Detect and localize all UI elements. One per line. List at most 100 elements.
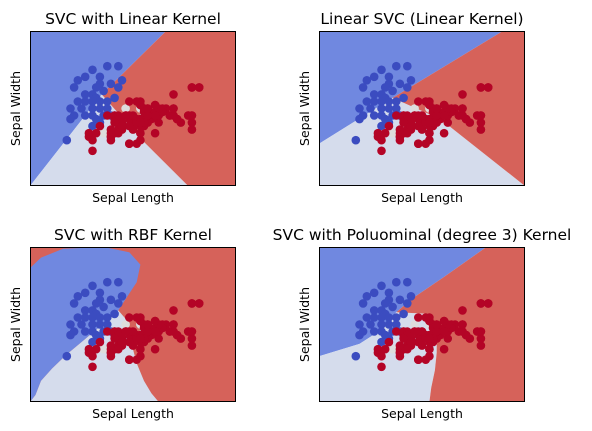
data-point-class-2 <box>399 334 408 343</box>
data-point-class-1 <box>99 128 108 138</box>
plot-area <box>319 31 525 186</box>
data-point-class-0 <box>369 72 379 82</box>
data-point-class-0 <box>369 90 379 99</box>
data-point-class-0 <box>355 114 364 124</box>
data-point-class-2 <box>476 111 486 120</box>
data-point-class-2 <box>128 341 138 350</box>
data-point-class-2 <box>150 344 160 354</box>
data-point-class-0 <box>369 313 379 322</box>
data-point-class-2 <box>432 320 442 329</box>
data-point-class-0 <box>88 313 97 322</box>
subplot-linear-svc: Linear SVC (Linear Kernel) Sepal Length … <box>297 10 525 205</box>
data-point-class-2 <box>143 327 152 336</box>
plot-area <box>30 247 236 402</box>
data-point-class-2 <box>476 341 486 350</box>
data-point-class-2 <box>417 125 427 134</box>
data-point-class-0 <box>351 135 361 145</box>
data-point-class-0 <box>66 330 75 340</box>
data-point-class-0 <box>80 111 90 120</box>
data-point-class-0 <box>358 83 368 92</box>
data-point-class-0 <box>384 97 394 106</box>
data-point-class-2 <box>114 344 123 354</box>
data-point-class-0 <box>406 76 416 85</box>
data-point-class-2 <box>169 306 178 315</box>
data-point-class-2 <box>121 111 130 120</box>
data-point-class-2 <box>125 313 134 322</box>
data-point-class-2 <box>476 125 486 134</box>
data-point-class-2 <box>399 118 408 127</box>
data-point-class-2 <box>150 316 160 326</box>
data-point-class-0 <box>95 313 105 322</box>
plot-frame <box>319 31 525 186</box>
data-point-class-0 <box>77 320 86 329</box>
data-point-class-0 <box>106 79 116 89</box>
data-point-class-2 <box>110 118 119 127</box>
data-point-class-2 <box>425 334 434 343</box>
data-point-class-0 <box>103 277 112 287</box>
data-point-class-0 <box>392 61 401 71</box>
data-point-class-2 <box>117 337 127 347</box>
data-point-class-2 <box>458 320 467 329</box>
data-point-class-2 <box>169 104 178 113</box>
data-point-class-2 <box>421 313 431 322</box>
data-point-class-0 <box>91 299 101 308</box>
data-point-class-2 <box>377 146 386 156</box>
plot-area <box>319 247 525 402</box>
data-point-class-2 <box>443 334 453 343</box>
data-point-class-0 <box>66 104 75 113</box>
data-point-class-2 <box>439 316 449 326</box>
data-point-class-2 <box>150 111 160 120</box>
data-point-class-2 <box>439 327 449 336</box>
subplot-rbf-kernel: SVC with RBF Kernel Sepal Length Sepal W… <box>8 226 236 421</box>
data-point-class-2 <box>125 355 134 365</box>
data-point-class-2 <box>377 362 386 372</box>
data-point-class-2 <box>187 118 197 127</box>
data-point-class-2 <box>439 100 449 110</box>
data-point-class-0 <box>366 320 375 329</box>
y-axis-label: Sepal Width <box>297 71 312 146</box>
data-point-class-0 <box>388 302 397 312</box>
x-axis-label: Sepal Length <box>92 406 174 421</box>
data-point-class-0 <box>392 320 401 329</box>
data-point-class-1 <box>99 344 108 354</box>
data-point-class-2 <box>414 97 423 106</box>
data-point-class-2 <box>136 351 145 361</box>
data-point-class-1 <box>410 104 419 113</box>
data-point-class-2 <box>132 313 141 322</box>
data-point-class-0 <box>362 292 372 301</box>
data-point-class-0 <box>392 104 401 113</box>
data-point-class-0 <box>69 83 79 92</box>
data-point-class-0 <box>69 299 79 308</box>
data-point-class-0 <box>95 97 105 106</box>
x-axis-label: Sepal Length <box>92 190 174 205</box>
data-point-class-0 <box>377 104 386 113</box>
data-point-class-0 <box>88 121 97 131</box>
data-point-class-2 <box>377 135 386 145</box>
data-point-class-2 <box>476 334 486 343</box>
data-point-class-0 <box>377 313 386 322</box>
data-point-class-0 <box>88 337 97 347</box>
data-point-class-2 <box>169 320 178 329</box>
data-point-class-0 <box>377 337 386 347</box>
data-point-class-0 <box>80 90 90 99</box>
data-point-class-2 <box>154 118 163 127</box>
data-point-class-2 <box>432 104 442 113</box>
data-point-class-2 <box>395 125 405 134</box>
data-point-class-0 <box>62 135 72 145</box>
data-point-class-0 <box>103 104 112 113</box>
data-point-class-0 <box>377 65 386 75</box>
data-point-class-0 <box>88 104 97 113</box>
data-point-class-0 <box>62 351 72 361</box>
data-point-class-0 <box>110 309 119 319</box>
data-point-class-0 <box>66 320 75 329</box>
data-point-class-2 <box>95 121 105 131</box>
data-point-class-0 <box>77 104 86 113</box>
data-point-class-0 <box>80 288 90 298</box>
data-point-class-0 <box>355 330 364 340</box>
data-point-class-2 <box>425 128 434 138</box>
data-point-class-2 <box>384 121 394 131</box>
data-point-class-0 <box>95 104 105 113</box>
data-point-class-2 <box>194 83 204 92</box>
data-point-class-0 <box>114 83 123 92</box>
data-point-class-0 <box>377 281 386 291</box>
